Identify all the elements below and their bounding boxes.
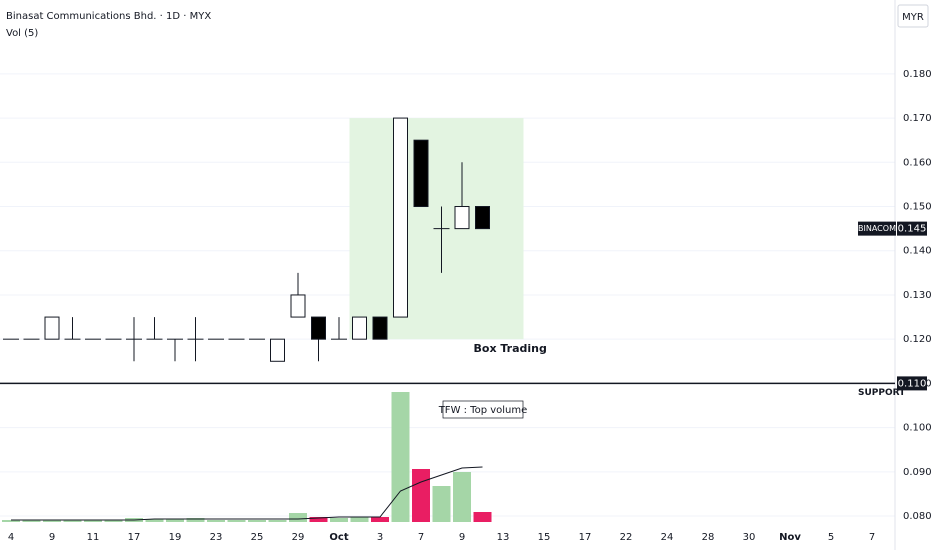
x-tick-label: 19 [169, 532, 182, 543]
volume-bar [207, 520, 225, 522]
currency[interactable]: MYR [902, 12, 924, 23]
y-tick-label: 0.100 [903, 423, 932, 434]
x-tick-label: 3 [377, 532, 383, 543]
body [372, 316, 388, 340]
x-tick-label: 5 [828, 532, 834, 543]
y-tick-label: 0.170 [903, 113, 932, 124]
support-name: SUPPORT [858, 388, 906, 398]
y-tick-label: 0.180 [903, 69, 932, 80]
volume-bar [371, 517, 389, 522]
body [393, 117, 408, 318]
support-price-box [897, 376, 927, 391]
x-tick-label: 17 [579, 532, 592, 543]
volume-bar [412, 469, 430, 522]
x-tick-label: 7 [418, 532, 424, 543]
volume-ma-line [11, 466, 483, 521]
body [475, 206, 490, 230]
volume-bar [248, 520, 266, 522]
volume-bar [268, 520, 287, 522]
chart-title: Binasat Communications Bhd. · 1D · MYX [6, 11, 211, 22]
volume-bar [432, 486, 451, 522]
x-tick-label: 29 [292, 532, 305, 543]
x-tick-label: 23 [210, 532, 223, 543]
volume-bar [104, 520, 123, 522]
x-tick-label: 9 [459, 532, 465, 543]
last-name-box [858, 221, 896, 236]
x-tick-label: 9 [49, 532, 55, 543]
x-tick-label: 30 [743, 532, 756, 543]
x-tick-label: 4 [8, 532, 14, 543]
y-tick-label: 0.120 [903, 334, 932, 345]
volume-bar [2, 520, 20, 522]
volume-title: Vol (5) [6, 28, 38, 39]
y-tick-label: 0.080 [903, 511, 932, 522]
x-tick-label: 15 [538, 532, 551, 543]
volume-bar [309, 517, 328, 522]
body [270, 338, 285, 362]
x-tick-label: 11 [87, 532, 100, 543]
body [352, 316, 367, 340]
box-label: Box Trading [474, 342, 547, 355]
last-price-box [897, 221, 927, 236]
y-tick-label: 0.090 [903, 467, 932, 478]
volume-bar [186, 518, 205, 522]
volume-bar [63, 520, 82, 522]
x-tick-label: 13 [497, 532, 510, 543]
x-tick-label: 25 [251, 532, 264, 543]
annotation-box [442, 400, 524, 419]
currency-box[interactable] [897, 4, 929, 28]
x-tick-label: 17 [128, 532, 141, 543]
volume-bar [84, 520, 102, 522]
y-tick-label: 0.160 [903, 157, 932, 168]
volume-bar [43, 520, 61, 522]
last-name: BINACOM [858, 224, 896, 233]
body [454, 206, 470, 230]
volume-bar [473, 512, 492, 522]
last-price: 0.145 [898, 224, 927, 235]
volume-bar [453, 472, 471, 522]
body [290, 294, 306, 318]
body [44, 316, 60, 340]
volume-bar [289, 513, 307, 522]
x-tick-label: 24 [661, 532, 674, 543]
volume-bar [330, 518, 348, 522]
volume-bar [350, 517, 369, 522]
x-tick-label: 7 [869, 532, 875, 543]
body [311, 316, 326, 340]
volume-bar [145, 519, 164, 522]
y-tick-label: 0.130 [903, 290, 932, 301]
volume-bar [227, 520, 246, 522]
annotation: TFW : Top volume [438, 405, 528, 416]
x-tick-label: Nov [779, 532, 801, 543]
volume-bar [22, 520, 41, 522]
support-price: 0.110 [898, 378, 927, 389]
x-tick-label: 22 [620, 532, 633, 543]
volume-bar [391, 392, 410, 522]
volume-bar [166, 519, 184, 522]
y-tick-label: 0.150 [903, 202, 932, 213]
y-tick-label: 0.140 [903, 246, 932, 257]
body [413, 139, 429, 208]
x-tick-label: Oct [329, 532, 348, 543]
x-tick-label: 28 [702, 532, 715, 543]
